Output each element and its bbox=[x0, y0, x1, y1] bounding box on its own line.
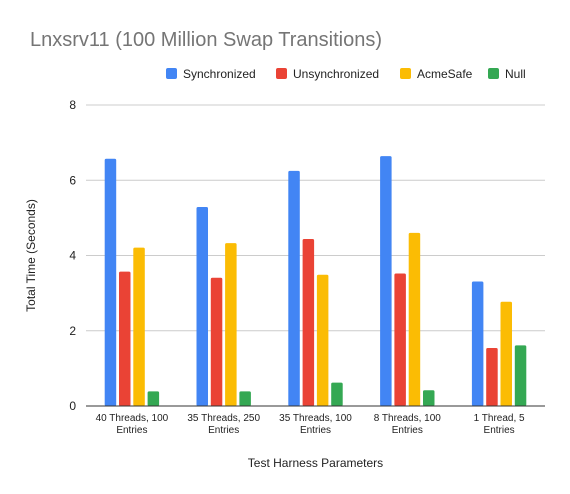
bar-synchronized-5 bbox=[471, 281, 484, 406]
bar-synchronized-1 bbox=[104, 158, 117, 406]
bars bbox=[104, 156, 527, 406]
legend-label-synchronized: Synchronized bbox=[183, 67, 256, 81]
legend-swatch-unsynchronized bbox=[276, 68, 287, 79]
y-tick-label: 0 bbox=[69, 399, 76, 413]
bar-acmesafe-5 bbox=[500, 301, 512, 406]
y-tick-label: 8 bbox=[69, 98, 76, 112]
bar-unsynchronized-3 bbox=[302, 238, 315, 406]
x-category-label: Entries bbox=[208, 425, 239, 436]
legend-label-acmesafe: AcmeSafe bbox=[417, 67, 473, 81]
bar-unsynchronized-2 bbox=[210, 277, 223, 406]
legend-label-unsynchronized: Unsynchronized bbox=[293, 67, 379, 81]
x-category-label: Entries bbox=[116, 425, 147, 436]
bar-null-3 bbox=[331, 382, 343, 406]
x-category-label: 8 Threads, 100 bbox=[374, 413, 442, 424]
bar-null-1 bbox=[147, 391, 160, 406]
y-axis-title: Total Time (Seconds) bbox=[24, 199, 38, 312]
x-axis-title: Test Harness Parameters bbox=[248, 456, 383, 470]
bar-unsynchronized-4 bbox=[394, 273, 406, 406]
bar-unsynchronized-1 bbox=[119, 271, 131, 406]
x-category-label: Entries bbox=[484, 425, 515, 436]
legend-label-null: Null bbox=[505, 67, 526, 81]
x-category-label: 1 Thread, 5 bbox=[474, 413, 525, 424]
x-category-label: 40 Threads, 100 bbox=[96, 413, 169, 424]
y-tick-label: 4 bbox=[69, 249, 76, 263]
bar-null-4 bbox=[423, 390, 435, 406]
bar-synchronized-4 bbox=[380, 156, 392, 406]
bar-acmesafe-3 bbox=[316, 274, 329, 406]
chart-title: Lnxsrv11 (100 Million Swap Transitions) bbox=[30, 29, 382, 51]
x-category-label: 35 Threads, 100 bbox=[279, 413, 352, 424]
legend-swatch-acmesafe bbox=[400, 68, 411, 79]
legend: Synchronized Unsynchronized AcmeSafe Null bbox=[166, 67, 526, 81]
x-category-label: Entries bbox=[300, 425, 331, 436]
legend-swatch-synchronized bbox=[166, 68, 177, 79]
bar-unsynchronized-5 bbox=[486, 348, 498, 406]
bar-synchronized-2 bbox=[196, 206, 208, 406]
x-category-label: 35 Threads, 250 bbox=[187, 413, 260, 424]
bar-acmesafe-1 bbox=[133, 247, 145, 406]
y-tick-label: 2 bbox=[69, 324, 76, 338]
y-tick-label: 6 bbox=[69, 173, 76, 187]
bar-acmesafe-2 bbox=[225, 243, 237, 406]
bar-null-2 bbox=[239, 391, 251, 406]
x-category-label: Entries bbox=[392, 425, 423, 436]
bar-synchronized-3 bbox=[288, 170, 300, 406]
bar-acmesafe-4 bbox=[408, 232, 421, 406]
bar-null-5 bbox=[514, 345, 527, 406]
legend-swatch-null bbox=[488, 68, 499, 79]
grid-lines bbox=[86, 104, 545, 332]
y-axis-ticks: 0 2 4 6 8 bbox=[69, 98, 76, 413]
